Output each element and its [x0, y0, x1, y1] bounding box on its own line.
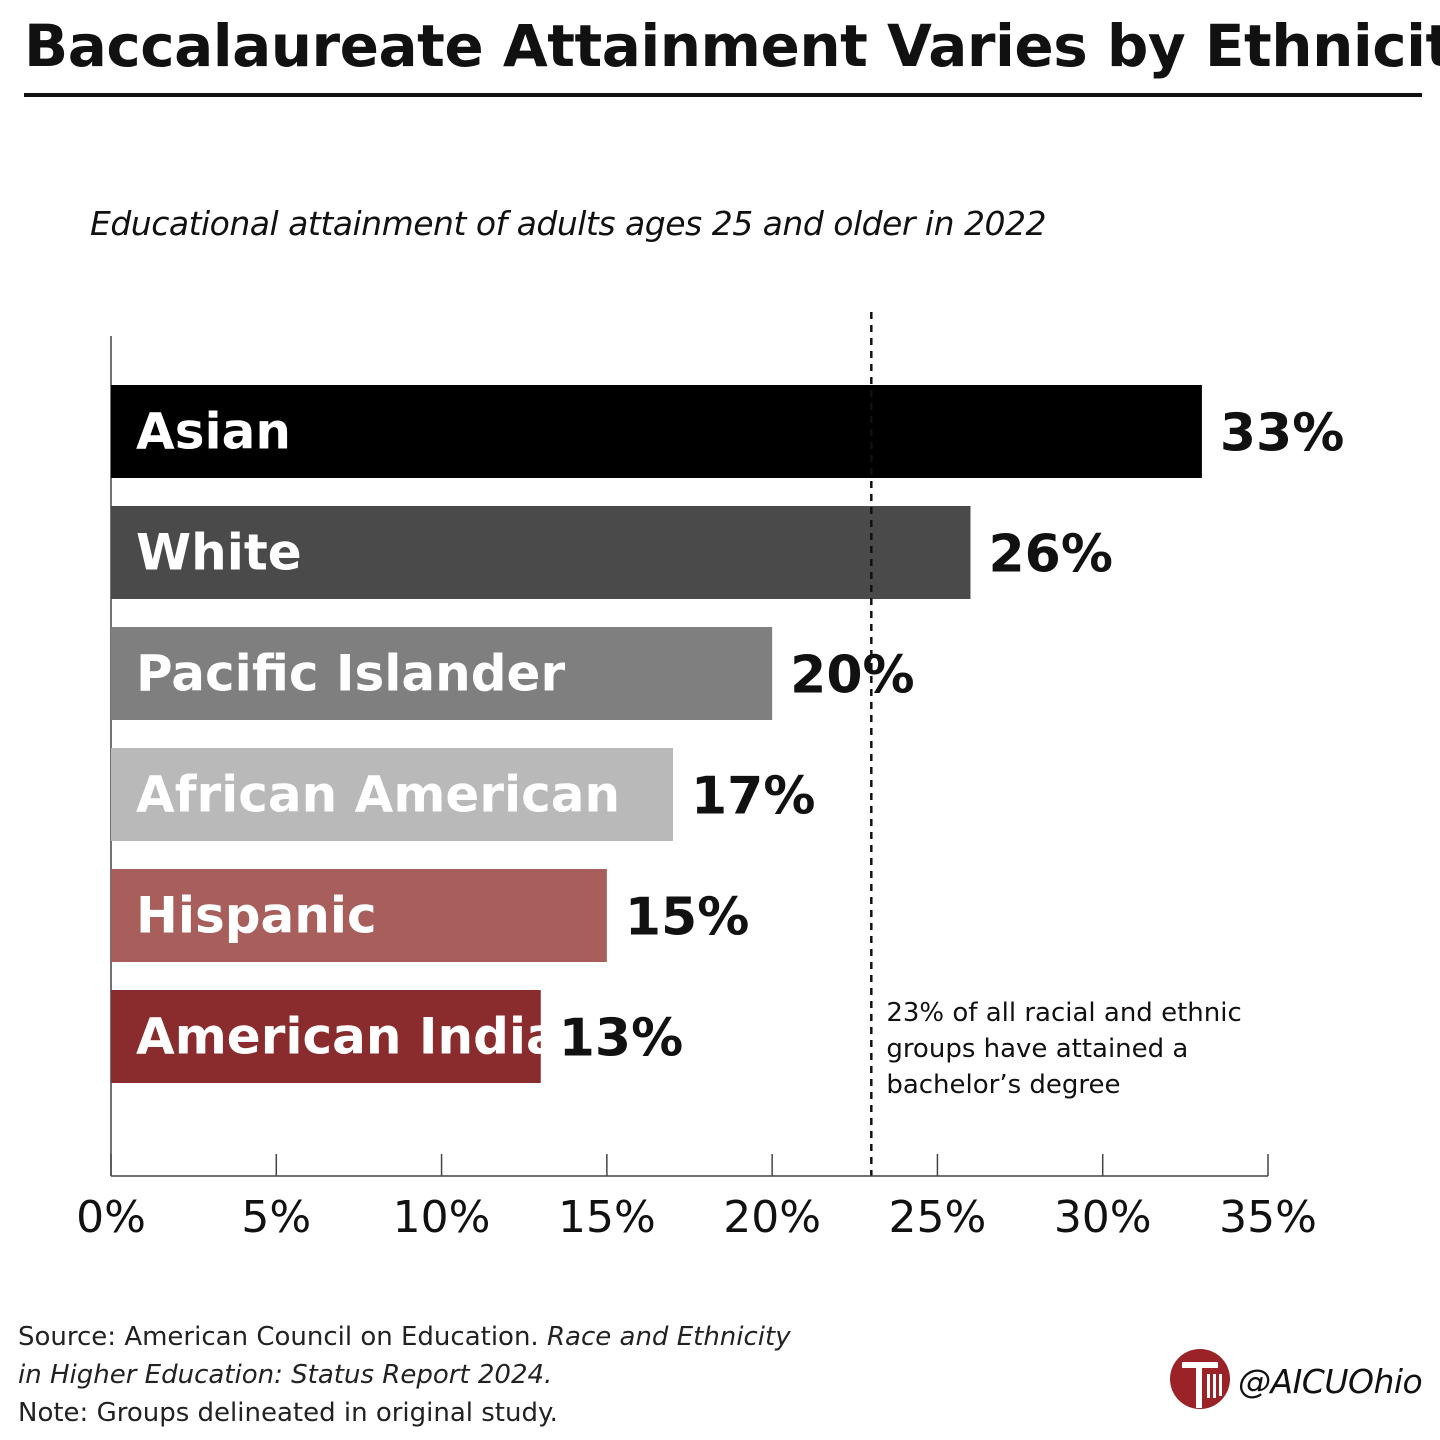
bar-american-indian	[111, 990, 541, 1083]
bar-chart: Asian 33% White 26% Pacific Islander 20% Afric…	[76, 312, 1344, 1243]
logo-column-2	[1213, 1374, 1216, 1398]
bar-category-label: White	[136, 524, 302, 582]
bar-value-label: 15%	[625, 888, 749, 948]
bar-hispanic	[111, 869, 607, 962]
x-tick-label: 35%	[1219, 1192, 1317, 1243]
social-handle: @AICUOhio	[1238, 1362, 1423, 1401]
source-note: Source: American Council on Education. R…	[18, 1318, 791, 1432]
reference-annotation-line: bachelor’s degree	[886, 1070, 1120, 1100]
bar-value-label: 33%	[1220, 404, 1344, 464]
bar-value-label: 17%	[691, 767, 815, 827]
x-tick-label: 15%	[558, 1192, 656, 1243]
bar-pacific-islander	[111, 627, 773, 720]
source-line-2: in Higher Education: Status Report 2024.	[18, 1360, 553, 1390]
x-tick-label: 5%	[241, 1192, 311, 1243]
x-tick-label: 20%	[723, 1192, 821, 1243]
title-rule	[24, 93, 1422, 97]
note-line: Note: Groups delineated in original stud…	[18, 1398, 558, 1428]
bar-white	[111, 506, 971, 599]
x-tick-label: 10%	[393, 1192, 491, 1243]
bar-value-label: 13%	[559, 1009, 683, 1069]
logo-column-3	[1219, 1374, 1222, 1396]
bar-african-american	[111, 748, 673, 841]
bar-value-label: 26%	[988, 525, 1112, 585]
bar-category-label: African American	[136, 766, 620, 824]
bar-asian	[111, 385, 1202, 478]
bar-category-label: American Indian	[136, 1008, 595, 1066]
logo-column-main	[1196, 1368, 1202, 1408]
source-line-1: Source: American Council on Education. R…	[18, 1322, 791, 1352]
x-tick-label: 0%	[76, 1192, 146, 1243]
logo-column-1	[1207, 1374, 1210, 1398]
bar-value-label: 20%	[790, 646, 914, 706]
bar-category-label: Hispanic	[136, 887, 377, 945]
bar-category-label: Pacific Islander	[136, 645, 565, 703]
reference-annotation-line: 23% of all racial and ethnic	[886, 998, 1241, 1028]
chart-subtitle: Educational attainment of adults ages 25…	[90, 204, 1046, 243]
bar-category-label: Asian	[136, 403, 291, 461]
x-tick-label: 25%	[889, 1192, 987, 1243]
page-title: Baccalaureate Attainment Varies by Ethni…	[24, 12, 1440, 80]
x-tick-label: 30%	[1054, 1192, 1152, 1243]
logo-lintel	[1182, 1362, 1218, 1368]
reference-annotation-line: groups have attained a	[886, 1034, 1188, 1064]
aicu-logo-icon	[1170, 1349, 1230, 1409]
